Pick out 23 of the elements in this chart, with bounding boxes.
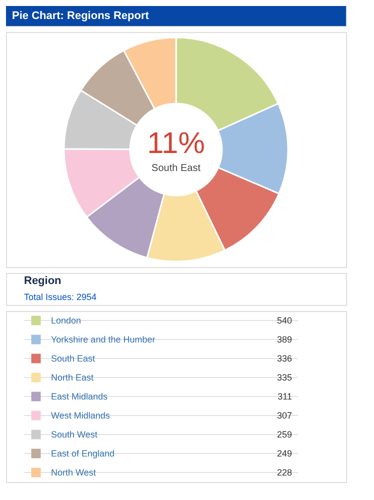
legend-label: South East [51,354,96,364]
text: South East [152,163,201,174]
legend-label: South West [51,430,98,440]
chart-title: Pie Chart: Regions Report [12,10,150,22]
data-label: 249 [276,448,292,458]
legend-label: East Midlands [51,392,108,402]
data-label: 307 [276,410,292,420]
data-label: 540 [276,316,292,326]
legend-label: London [51,316,82,326]
data-label: 336 [276,354,292,364]
legend-label: North East [51,372,94,382]
legend-label: East of England [51,448,115,458]
data-label: 259 [276,430,292,440]
data-label: 228 [276,468,292,478]
legend-label: North West [51,468,96,478]
legend-label: West Midlands [51,410,110,420]
legend-label: Yorkshire and the Humber [51,334,156,344]
data-label: 389 [276,334,292,344]
text: Total Issues: 2954 [24,292,97,302]
data-label: 311 [278,392,292,402]
data-label: 335 [276,372,292,382]
text: 11% [147,127,205,160]
legend-title: Region [24,275,62,287]
